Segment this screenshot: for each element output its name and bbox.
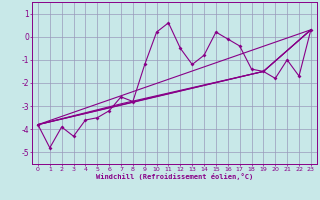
X-axis label: Windchill (Refroidissement éolien,°C): Windchill (Refroidissement éolien,°C) xyxy=(96,173,253,180)
